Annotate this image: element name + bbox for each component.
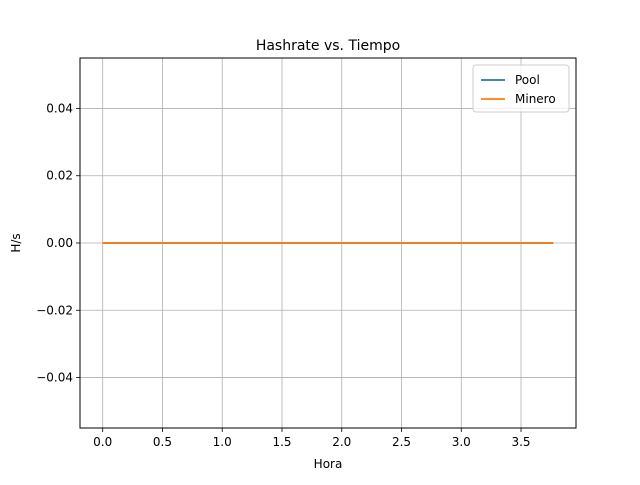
y-tick-label: 0.00: [46, 236, 73, 250]
legend-entries: Pool Minero: [481, 73, 556, 106]
x-tick-label: 2.0: [332, 435, 351, 449]
y-tick-label: 0.04: [46, 101, 73, 115]
chart-title: Hashrate vs. Tiempo: [256, 38, 400, 54]
y-tick-label: −0.04: [36, 371, 73, 385]
x-axis-label: Hora: [314, 457, 343, 471]
x-tick-label: 2.5: [392, 435, 411, 449]
x-tick-label: 1.5: [272, 435, 291, 449]
ticks: 0.0 0.5 1.0 1.5 2.0 2.5 3.0 3.5 −0.04 −0.02 0.00 0.…: [36, 101, 530, 449]
legend-label-pool: Pool: [515, 73, 540, 87]
x-tick-label: 1.0: [213, 435, 232, 449]
legend: Pool Minero: [472, 64, 570, 113]
y-tick-label: 0.02: [46, 169, 73, 183]
x-tick-label: 0.0: [93, 435, 112, 449]
x-tick-label: 0.5: [153, 435, 172, 449]
legend-box: [472, 64, 570, 113]
x-tick-label: 3.0: [452, 435, 471, 449]
legend-label-minero: Minero: [515, 92, 556, 106]
x-tick-label: 3.5: [511, 435, 530, 449]
y-tick-label: −0.02: [36, 303, 73, 317]
y-axis-label: H/s: [9, 233, 23, 252]
